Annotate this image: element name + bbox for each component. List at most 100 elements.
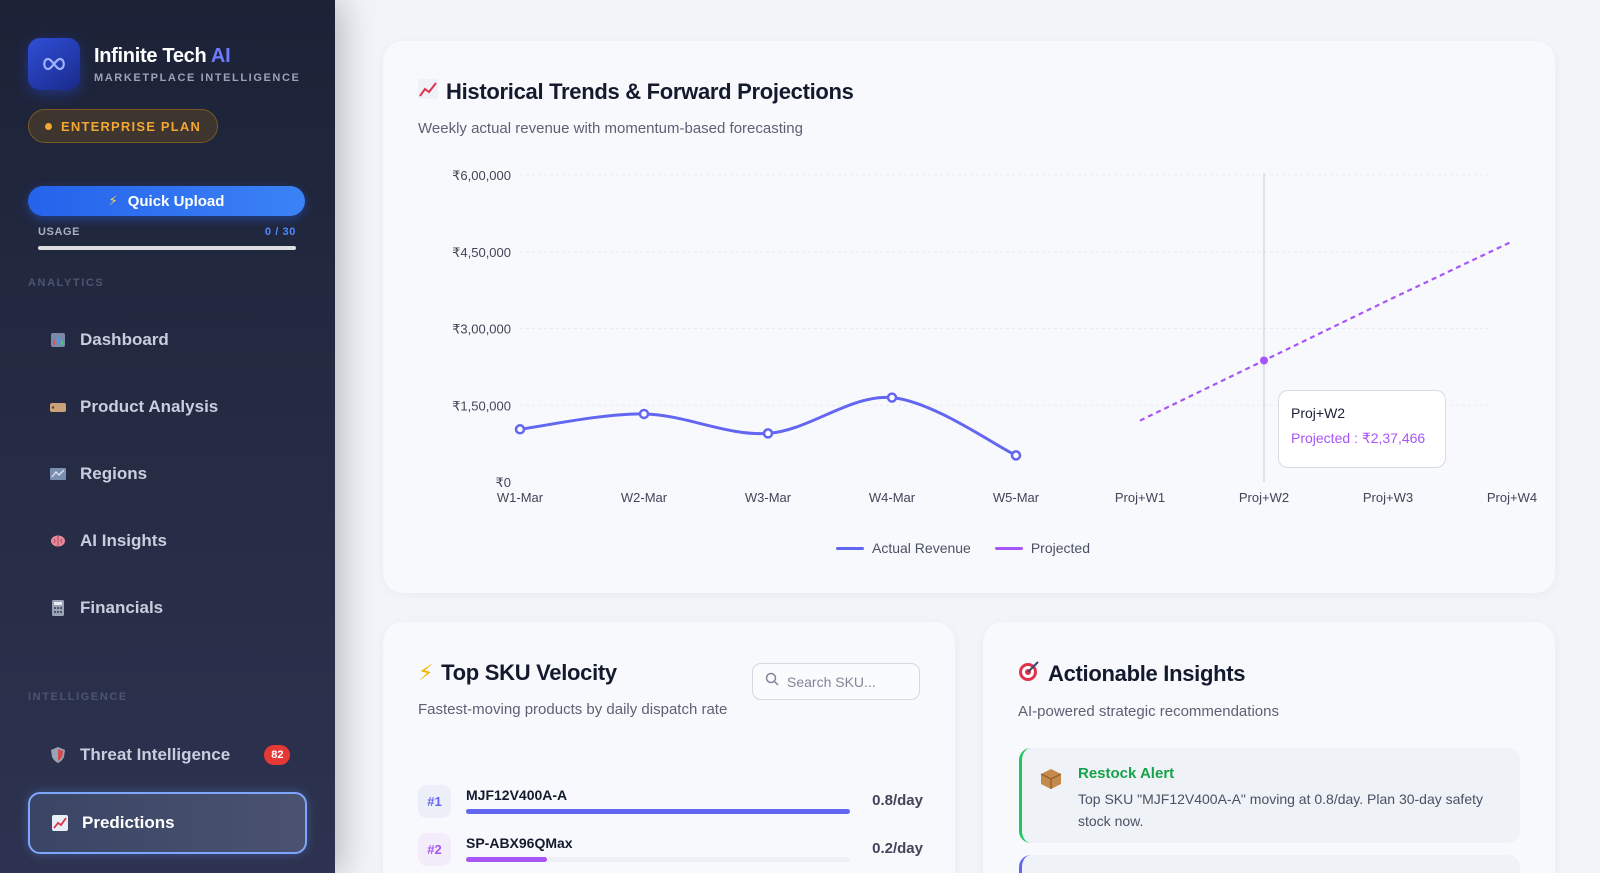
chart-tooltip: Proj+W2 Projected : ₹2,37,466 bbox=[1278, 390, 1446, 468]
usage-label: USAGE bbox=[38, 226, 81, 238]
legend-label-actual: Actual Revenue bbox=[872, 540, 971, 556]
x-tick-label: W4-Mar bbox=[869, 490, 916, 505]
calculator-icon bbox=[50, 600, 66, 616]
brain-icon bbox=[50, 533, 66, 549]
sidebar-item-product-analysis[interactable]: Product Analysis bbox=[28, 379, 307, 435]
actual-revenue-line bbox=[519, 395, 1017, 457]
sku-name: SP-ABX96QMax bbox=[466, 835, 573, 851]
bar-chart-icon bbox=[50, 332, 66, 348]
plan-dot-icon bbox=[45, 122, 52, 130]
sku-subtitle: Fastest-moving products by daily dispatc… bbox=[418, 701, 728, 718]
tooltip-value: Projected : ₹2,37,466 bbox=[1291, 430, 1426, 446]
sku-velocity-bar bbox=[466, 809, 850, 814]
projected-line bbox=[1139, 240, 1513, 422]
actual-revenue-point bbox=[762, 428, 774, 439]
brand[interactable]: Infinite Tech AI MARKETPLACE INTELLIGENC… bbox=[28, 38, 300, 90]
sku-search-input[interactable] bbox=[787, 673, 907, 690]
package-icon bbox=[1040, 768, 1062, 796]
x-tick-label: Proj+W4 bbox=[1487, 490, 1537, 505]
plan-badge: ENTERPRISE PLAN bbox=[28, 109, 219, 143]
sidebar-item-ai-insights[interactable]: AI Insights bbox=[28, 513, 307, 569]
trends-card: Historical Trends & Forward Projections … bbox=[383, 41, 1555, 593]
sku-velocity-fill bbox=[466, 857, 547, 862]
shield-icon bbox=[50, 747, 66, 763]
sku-velocity-bar bbox=[466, 857, 850, 862]
insights-subtitle: AI-powered strategic recommendations bbox=[1018, 703, 1279, 720]
insight-text: Top SKU "MJF12V400A-A" moving at 0.8/day… bbox=[1078, 791, 1483, 829]
sku-rate: 0.2/day bbox=[872, 840, 923, 857]
sku-search-field[interactable] bbox=[752, 663, 920, 700]
infinity-icon bbox=[28, 38, 80, 90]
quick-upload-label: Quick Upload bbox=[127, 192, 225, 210]
x-tick-label: W1-Mar bbox=[497, 490, 544, 505]
actual-revenue-point bbox=[886, 392, 898, 403]
x-tick-label: Proj+W3 bbox=[1363, 490, 1413, 505]
sku-name: MJF12V400A-A bbox=[466, 787, 568, 803]
projected-active-point bbox=[1260, 356, 1268, 365]
insight-card-next[interactable] bbox=[1019, 855, 1520, 873]
x-tick-label: Proj+W1 bbox=[1115, 490, 1165, 505]
sku-title: Top SKU Velocity bbox=[441, 660, 617, 685]
x-tick-label: W3-Mar bbox=[745, 490, 792, 505]
intelligence-section-title: INTELLIGENCE bbox=[28, 691, 128, 703]
tag-icon bbox=[50, 399, 66, 415]
usage-value: 0 / 30 bbox=[264, 226, 296, 238]
y-tick-label: ₹0 bbox=[495, 475, 511, 490]
lightning-icon: ⚡ bbox=[108, 193, 118, 208]
plan-label: ENTERPRISE PLAN bbox=[61, 118, 202, 134]
actual-revenue-point bbox=[1010, 450, 1022, 461]
sidebar-item-regions[interactable]: Regions bbox=[28, 446, 307, 502]
sidebar-item-label: Financials bbox=[80, 598, 164, 617]
y-tick-label: ₹3,00,000 bbox=[452, 322, 511, 337]
legend-swatch-projected bbox=[994, 546, 1023, 550]
actual-revenue-point bbox=[638, 408, 650, 420]
sidebar-item-financials[interactable]: Financials bbox=[28, 580, 307, 636]
x-tick-label: Proj+W2 bbox=[1239, 490, 1289, 505]
analytics-section-title: ANALYTICS bbox=[28, 277, 105, 289]
lightning-icon: ⚡ bbox=[418, 660, 434, 685]
sku-rank: #2 bbox=[418, 833, 451, 866]
insight-title: Restock Alert bbox=[1078, 765, 1175, 782]
sku-rank: #1 bbox=[418, 785, 451, 818]
sku-title-row: ⚡ Top SKU Velocity bbox=[418, 660, 738, 686]
insight-card-restock[interactable]: Restock Alert Top SKU "MJF12V400A-A" mov… bbox=[1019, 748, 1520, 843]
usage-row: USAGE 0 / 30 bbox=[38, 226, 296, 238]
trend-chart-icon bbox=[418, 79, 438, 105]
tooltip-label: Proj+W2 bbox=[1291, 405, 1346, 421]
brand-subtitle: MARKETPLACE INTELLIGENCE bbox=[94, 71, 301, 84]
sidebar-item-threat-intelligence[interactable]: Threat Intelligence 82 bbox=[28, 727, 307, 783]
insights-title: Actionable Insights bbox=[1048, 661, 1246, 686]
sidebar-item-predictions[interactable]: Predictions bbox=[28, 792, 307, 854]
y-tick-label: ₹4,50,000 bbox=[452, 245, 511, 260]
x-tick-label: W2-Mar bbox=[621, 490, 668, 505]
sku-velocity-fill bbox=[466, 809, 850, 814]
x-tick-label: W5-Mar bbox=[993, 490, 1040, 505]
sidebar-item-label: AI Insights bbox=[80, 531, 167, 550]
sidebar-item-label: Regions bbox=[80, 464, 148, 483]
legend-swatch-actual bbox=[836, 546, 864, 550]
insights-title-row: Actionable Insights bbox=[1018, 660, 1279, 688]
sidebar-item-label: Dashboard bbox=[80, 330, 169, 349]
sidebar: Infinite Tech AI MARKETPLACE INTELLIGENC… bbox=[0, 0, 335, 873]
map-icon bbox=[50, 466, 66, 482]
sidebar-item-label: Predictions bbox=[82, 813, 175, 832]
legend-item-projected[interactable]: Projected bbox=[994, 540, 1090, 556]
trends-title: Historical Trends & Forward Projections bbox=[446, 79, 854, 104]
legend-item-actual[interactable]: Actual Revenue bbox=[836, 540, 971, 556]
trend-chart-icon bbox=[52, 815, 68, 831]
y-tick-label: ₹1,50,000 bbox=[452, 398, 511, 413]
search-icon bbox=[765, 672, 779, 691]
sidebar-item-dashboard[interactable]: Dashboard bbox=[28, 312, 307, 368]
target-icon bbox=[1018, 660, 1040, 688]
brand-name-ai: AI bbox=[210, 44, 231, 67]
usage-progress-bar bbox=[38, 246, 296, 250]
legend-label-projected: Projected bbox=[1030, 540, 1090, 556]
quick-upload-button[interactable]: ⚡ Quick Upload bbox=[28, 186, 305, 216]
y-tick-label: ₹6,00,000 bbox=[452, 168, 511, 183]
trends-subtitle: Weekly actual revenue with momentum-base… bbox=[418, 120, 803, 137]
sidebar-item-label: Threat Intelligence bbox=[80, 745, 231, 764]
sidebar-item-label: Product Analysis bbox=[80, 397, 219, 416]
trends-title-row: Historical Trends & Forward Projections bbox=[418, 79, 854, 105]
sku-rate: 0.8/day bbox=[872, 792, 923, 809]
